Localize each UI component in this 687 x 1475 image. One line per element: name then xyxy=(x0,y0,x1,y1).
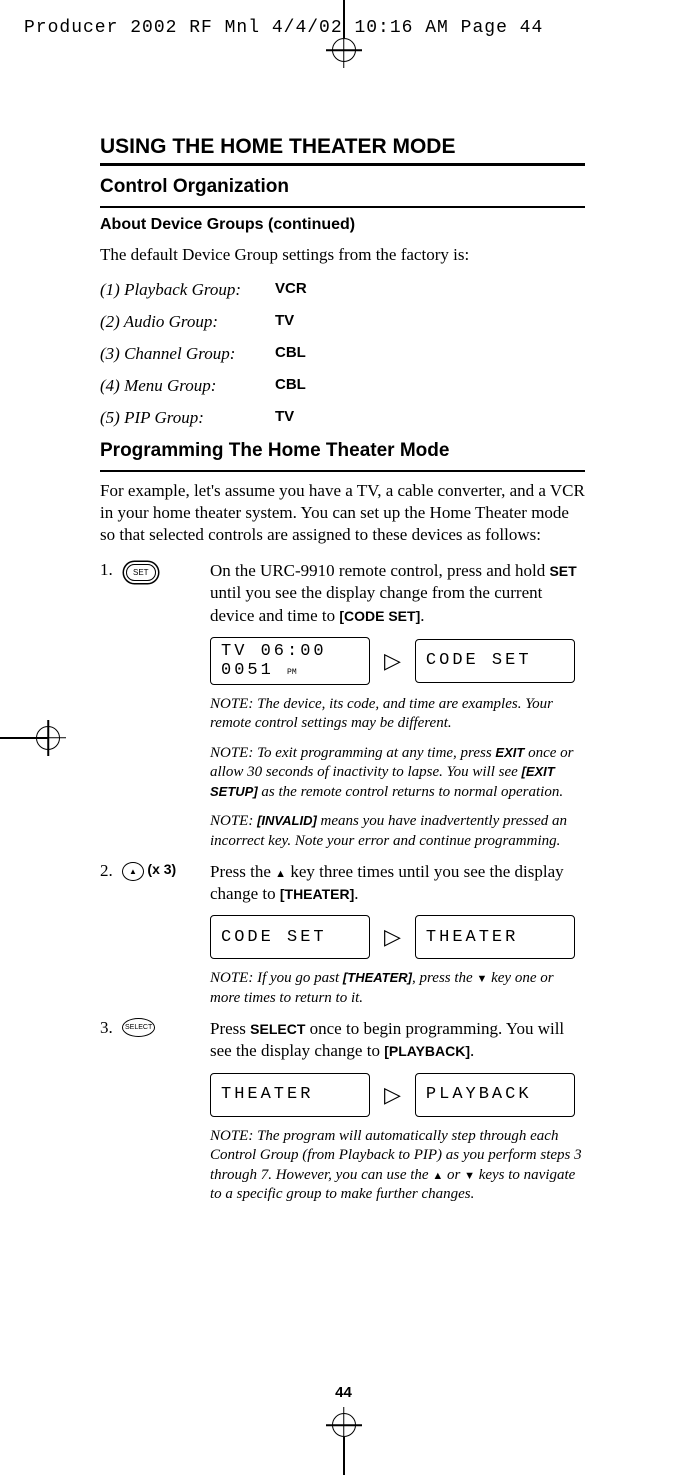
page-content: USING THE HOME THEATER MODE Control Orga… xyxy=(100,135,585,1215)
step-text: On the URC-9910 remote control, press an… xyxy=(210,560,585,626)
note: NOTE: The program will automatically ste… xyxy=(210,1127,585,1205)
group-value: TV xyxy=(275,408,294,428)
group-value: CBL xyxy=(275,344,306,364)
text-bold: [PLAYBACK] xyxy=(384,1043,470,1059)
group-row: (2) Audio Group: TV xyxy=(100,312,585,332)
lcd-transition: CODE SET ▷ THEATER xyxy=(210,915,585,959)
lcd-line: TV 06:00 xyxy=(221,642,359,661)
repeat-count: (x 3) xyxy=(147,861,176,877)
text-bold: [CODE SET] xyxy=(339,608,420,624)
lcd-transition: THEATER ▷ PLAYBACK xyxy=(210,1073,585,1117)
heading-3: About Device Groups (continued) xyxy=(100,216,585,234)
text-bold: [INVALID] xyxy=(257,813,317,828)
group-row: (1) Playback Group: VCR xyxy=(100,280,585,300)
crop-mark-bottom xyxy=(332,1413,356,1475)
group-value: TV xyxy=(275,312,294,332)
group-label: (3) Channel Group: xyxy=(100,344,275,364)
text: . xyxy=(420,606,424,625)
lcd-display: THEATER xyxy=(415,915,575,959)
group-value: VCR xyxy=(275,280,307,300)
note: NOTE: To exit programming at any time, p… xyxy=(210,744,585,803)
step-icon-wrap: SET xyxy=(122,560,210,626)
rule xyxy=(100,470,585,472)
heading-2: Programming The Home Theater Mode xyxy=(100,440,585,462)
step-2: 2. ▲ (x 3) Press the key three times unt… xyxy=(100,861,585,905)
lcd-display: CODE SET xyxy=(210,915,370,959)
lcd-line: CODE SET xyxy=(221,928,359,947)
text-bold: [THEATER] xyxy=(343,970,412,985)
text: , press the xyxy=(412,970,476,986)
crop-mark-top xyxy=(332,0,356,62)
group-label: (2) Audio Group: xyxy=(100,312,275,332)
step-number: 1. xyxy=(100,560,122,626)
group-label: (5) PIP Group: xyxy=(100,408,275,428)
text: NOTE: xyxy=(210,813,257,829)
up-triangle-icon xyxy=(432,1167,443,1183)
up-button-icon: ▲ xyxy=(122,862,144,881)
step-icon-wrap: SELECT xyxy=(122,1018,210,1062)
note: NOTE: If you go past [THEATER], press th… xyxy=(210,969,585,1008)
text-bold: SET xyxy=(549,563,576,579)
lcd-display: THEATER xyxy=(210,1073,370,1117)
text: On the URC-9910 remote control, press an… xyxy=(210,561,549,580)
down-triangle-icon xyxy=(464,1167,475,1183)
lcd-line: THEATER xyxy=(426,928,564,947)
text: . xyxy=(354,884,358,903)
lcd-pm: PM xyxy=(287,668,297,677)
note: NOTE: [INVALID] means you have inadverte… xyxy=(210,812,585,851)
step-text: Press the key three times until you see … xyxy=(210,861,585,905)
group-value: CBL xyxy=(275,376,306,396)
text: Press the xyxy=(210,862,275,881)
rule xyxy=(100,206,585,208)
group-row: (3) Channel Group: CBL xyxy=(100,344,585,364)
prog-intro: For example, let's assume you have a TV,… xyxy=(100,480,585,546)
heading-2: Control Organization xyxy=(100,176,585,198)
lcd-display: CODE SET xyxy=(415,639,575,683)
step-text: Press SELECT once to begin programming. … xyxy=(210,1018,585,1062)
step-number: 3. xyxy=(100,1018,122,1062)
group-label: (4) Menu Group: xyxy=(100,376,275,396)
text-bold: [THEATER] xyxy=(280,886,354,902)
step-3: 3. SELECT Press SELECT once to begin pro… xyxy=(100,1018,585,1062)
down-triangle-icon xyxy=(476,970,487,986)
lcd-line: CODE SET xyxy=(426,651,564,670)
intro-text: The default Device Group settings from t… xyxy=(100,244,585,266)
lcd-display: TV 06:00 0051 PM xyxy=(210,637,370,685)
arrow-right-icon: ▷ xyxy=(384,1082,401,1108)
up-triangle-icon xyxy=(275,862,286,881)
select-button-icon: SELECT xyxy=(122,1018,155,1037)
text: NOTE: If you go past xyxy=(210,970,343,986)
step-1: 1. SET On the URC-9910 remote control, p… xyxy=(100,560,585,626)
group-label: (1) Playback Group: xyxy=(100,280,275,300)
text-bold: SELECT xyxy=(250,1021,305,1037)
arrow-right-icon: ▷ xyxy=(384,648,401,674)
lcd-line: THEATER xyxy=(221,1085,359,1104)
heading-1: USING THE HOME THEATER MODE xyxy=(100,135,585,159)
group-row: (4) Menu Group: CBL xyxy=(100,376,585,396)
note: NOTE: The device, its code, and time are… xyxy=(210,695,585,734)
text-bold: EXIT xyxy=(495,745,524,760)
set-button-icon: SET xyxy=(126,564,156,581)
lcd-line: PLAYBACK xyxy=(426,1085,564,1104)
rule xyxy=(100,163,585,166)
lcd-display: PLAYBACK xyxy=(415,1073,575,1117)
crop-mark-left xyxy=(0,737,48,739)
text: or xyxy=(443,1167,464,1183)
text: . xyxy=(470,1041,474,1060)
step-icon-wrap: ▲ (x 3) xyxy=(122,861,210,905)
lcd-line: 0051 xyxy=(221,661,274,680)
step-number: 2. xyxy=(100,861,122,905)
page-number: 44 xyxy=(335,1384,352,1401)
text: Press xyxy=(210,1019,250,1038)
text: NOTE: To exit programming at any time, p… xyxy=(210,745,495,761)
print-header: Producer 2002 RF Mnl 4/4/02 10:16 AM Pag… xyxy=(24,18,543,38)
arrow-right-icon: ▷ xyxy=(384,924,401,950)
lcd-transition: TV 06:00 0051 PM ▷ CODE SET xyxy=(210,637,585,685)
group-row: (5) PIP Group: TV xyxy=(100,408,585,428)
text: as the remote control returns to normal … xyxy=(258,784,563,800)
